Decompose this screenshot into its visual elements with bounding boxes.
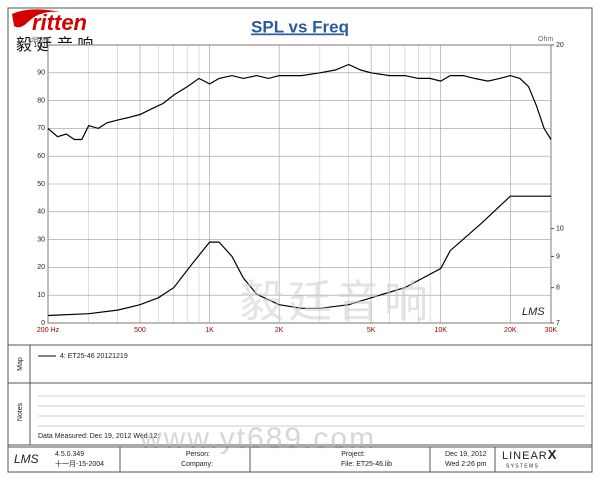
y-tick-label: 50 — [37, 181, 45, 188]
company: Company: — [181, 461, 213, 468]
data-measured: Data Measured: Dec 19, 2012 Wed 12: — [38, 433, 159, 440]
y-tick-label: 20 — [37, 264, 45, 271]
version-date: 十一月-15-2004 — [55, 459, 104, 468]
watermark-url: www.yt689.com — [139, 422, 376, 455]
plot-logo: LMS — [522, 306, 545, 318]
brand-sub: S Y S T E M S — [506, 463, 539, 469]
brand-text: LINEAR — [502, 450, 548, 462]
x-tick-label: 200 Hz — [37, 327, 60, 334]
y2-tick-label: 7 — [556, 320, 560, 327]
y-tick-label: 90 — [37, 70, 45, 77]
y2-tick-label: 8 — [556, 284, 560, 291]
y-tick-label: 40 — [37, 209, 45, 216]
y-axis-label: dBSPL — [30, 37, 52, 44]
version: 4.5.0.349 — [55, 451, 84, 458]
brand-x: X — [548, 447, 558, 462]
footer-dividers — [119, 447, 496, 472]
y2-axis-label: Ohm — [538, 36, 553, 43]
y2-tick-label: 10 — [556, 225, 564, 232]
legend-entry: 4: ET25-46 20121219 — [60, 353, 128, 360]
map-label: Map — [17, 357, 24, 371]
x-tick-label: 30K — [545, 327, 558, 334]
chart-title: SPL vs Freq — [251, 17, 349, 36]
logo-brand: ritten — [32, 10, 87, 35]
footer — [7, 446, 593, 473]
footer-logo: LMS — [14, 452, 39, 466]
y-tick-label: 70 — [37, 125, 45, 132]
y-tick-label: 10 — [37, 292, 45, 299]
series-line — [47, 63, 552, 141]
y-tick-label: 0 — [41, 320, 45, 327]
notes-panel — [7, 382, 593, 446]
x-tick-label: 500 — [134, 327, 146, 334]
y-tick-label: 60 — [37, 153, 45, 160]
person: Person: — [186, 451, 210, 458]
x-tick-label: 20K — [504, 327, 517, 334]
x-tick-label: 1K — [205, 327, 214, 334]
footer-time: Wed 2:26 pm — [445, 461, 487, 468]
notes-lines — [38, 395, 585, 427]
file: File: ET25-46.lib — [341, 461, 392, 468]
logo-swoosh — [12, 9, 60, 28]
y-tick-label: 80 — [37, 97, 45, 104]
watermark-chinese: 毅廷音响 — [240, 278, 432, 327]
x-tick-label: 2K — [275, 327, 284, 334]
y-tick-label: 30 — [37, 236, 45, 243]
y2-tick-label: 20 — [556, 42, 564, 49]
project: Project: — [341, 451, 365, 458]
y-tick-label: 100 — [33, 42, 45, 49]
x-tick-label: 10K — [434, 327, 447, 334]
x-tick-label: 5K — [367, 327, 376, 334]
notes-label: Notes — [17, 402, 24, 421]
series-line — [47, 195, 551, 317]
y2-tick-label: 9 — [556, 253, 560, 260]
brand: LINEARX — [502, 447, 557, 462]
map-panel — [7, 344, 593, 384]
plot: 200 Hz 500 1K 2K 5K 10K 20K 30K 0 10 20 30 40 50 60 70 8… — [33, 42, 564, 334]
footer-date: Dec 19, 2012 — [445, 451, 487, 458]
